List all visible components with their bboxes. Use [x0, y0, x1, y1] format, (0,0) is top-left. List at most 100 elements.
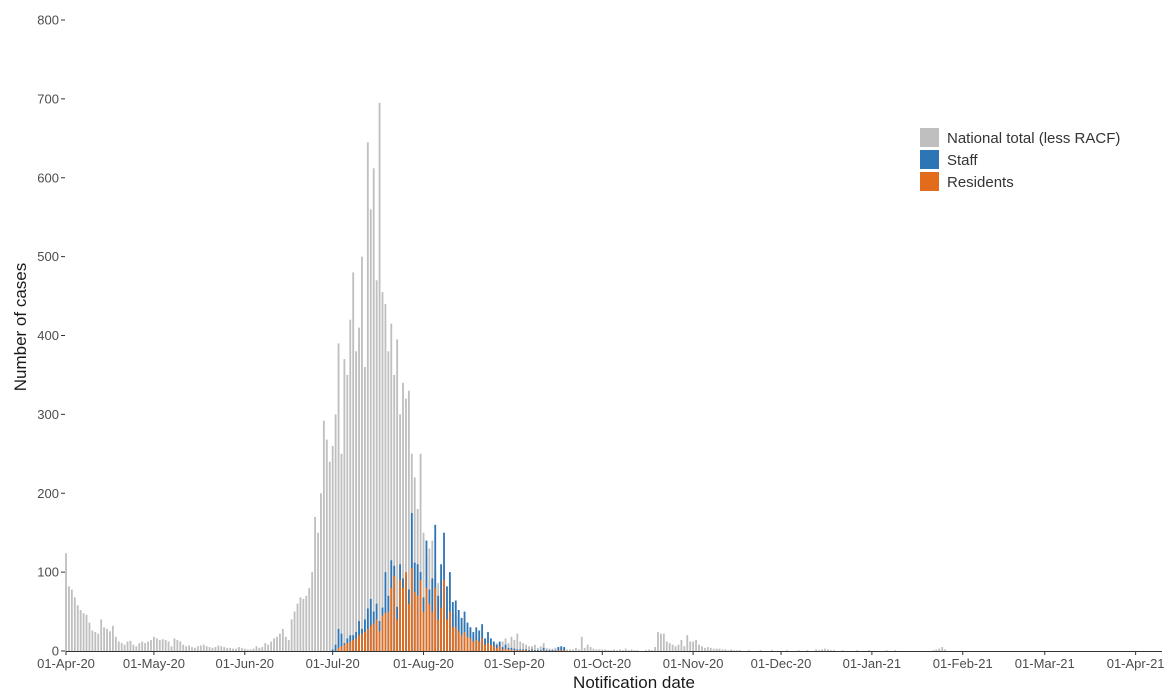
national-total-bar: [522, 643, 525, 651]
national-total-bar: [701, 646, 703, 651]
national-total-bar: [311, 572, 314, 652]
national-total-bar: [132, 644, 135, 651]
residents-bar: [337, 647, 340, 651]
residents-bar: [428, 603, 431, 651]
national-total-bar: [117, 641, 120, 651]
x-tick-label: 01-Jun-20: [215, 656, 274, 671]
national-total-bar: [191, 647, 193, 651]
national-total-bar: [88, 622, 91, 651]
national-total-bar: [176, 639, 179, 651]
national-total-bar: [659, 633, 662, 651]
national-total-bar: [85, 614, 88, 651]
residents-bar: [501, 649, 504, 651]
residents-bar: [495, 647, 498, 651]
national-total-bar: [680, 639, 683, 651]
national-total-bar: [686, 635, 689, 651]
national-total-bar: [258, 647, 261, 651]
residents-bar: [510, 649, 513, 651]
national-total-bar: [129, 640, 132, 651]
national-total-bar: [281, 628, 284, 651]
residents-bar: [422, 611, 425, 651]
national-total-bar: [111, 625, 114, 651]
y-tick-label: 100: [37, 565, 59, 580]
national-total-bar: [402, 382, 404, 651]
national-total-bar: [126, 641, 129, 651]
residents-bar: [490, 644, 492, 651]
national-total-bar: [607, 650, 610, 651]
national-total-bar: [815, 649, 818, 651]
residents-bar: [425, 587, 428, 651]
staff-bar: [533, 650, 536, 651]
residents-bar: [387, 611, 390, 651]
national-total-bar: [317, 532, 319, 651]
y-tick-label: 800: [37, 13, 59, 28]
national-total-bar: [220, 646, 223, 651]
national-total-bar: [384, 303, 387, 651]
national-total-bar: [68, 586, 70, 651]
national-total-bar: [120, 643, 123, 651]
national-total-bar: [196, 646, 199, 651]
residents-bar: [346, 643, 349, 651]
residents-bar: [469, 638, 472, 651]
national-total-bar: [668, 643, 671, 651]
national-total-bar: [569, 649, 571, 651]
national-total-bar: [528, 646, 530, 651]
residents-bar: [542, 650, 545, 651]
legend-swatch: [920, 128, 939, 147]
staff-bar: [536, 650, 539, 651]
national-total-bar: [519, 641, 522, 651]
national-total-bar: [739, 650, 741, 651]
national-total-bar: [662, 633, 665, 651]
national-total-bar: [718, 648, 721, 651]
residents-bar: [340, 646, 343, 651]
national-total-bar: [199, 645, 202, 651]
national-total-bar: [935, 649, 938, 651]
staff-bar: [551, 650, 554, 651]
legend: National total (less RACF) Staff Residents: [920, 128, 1120, 191]
residents-bar: [492, 646, 495, 651]
national-total-bar: [399, 414, 401, 652]
national-total-bar: [595, 649, 598, 651]
national-total-bar: [580, 636, 583, 651]
national-total-bar: [173, 638, 176, 651]
y-tick-label: 0: [52, 644, 59, 659]
national-total-bar: [771, 650, 774, 651]
national-total-bar: [226, 647, 229, 651]
staff-bars: [331, 512, 566, 652]
national-total-bar: [501, 641, 504, 651]
national-total-bar: [610, 650, 612, 651]
staff-bar: [519, 649, 522, 651]
national-total-bar: [153, 636, 155, 651]
x-tick-label: 01-Jul-20: [306, 656, 360, 671]
national-total-bar: [249, 649, 252, 651]
national-total-bar: [322, 420, 325, 651]
national-total-bar: [144, 643, 147, 651]
staff-bar: [463, 611, 466, 651]
national-total-bar: [885, 650, 888, 651]
national-total-bar: [797, 650, 800, 651]
national-total-bar: [405, 398, 407, 651]
national-total-bar: [841, 650, 844, 651]
legend-label: National total (less RACF): [947, 130, 1120, 147]
national-total-bar: [237, 647, 240, 651]
national-total-bar: [349, 319, 352, 651]
national-total-bar: [340, 453, 343, 651]
national-total-bar: [633, 650, 636, 651]
national-total-bar: [513, 639, 516, 651]
residents-bar: [410, 568, 413, 651]
national-total-bar: [346, 374, 349, 651]
national-total-bar: [158, 639, 161, 651]
staff-bar: [487, 632, 489, 651]
residents-bar: [466, 636, 469, 651]
national-total-bar: [832, 650, 835, 651]
residents-bar: [504, 648, 507, 651]
national-total-bar: [510, 636, 513, 651]
staff-bar: [522, 649, 525, 651]
national-total-bar: [355, 351, 358, 651]
residents-bar: [419, 580, 422, 651]
national-total-bar: [821, 649, 823, 651]
staff-bar: [525, 649, 527, 651]
national-total-bar: [938, 648, 941, 651]
residents-bar: [396, 619, 399, 651]
x-tick-label: 01-Jan-21: [843, 656, 902, 671]
